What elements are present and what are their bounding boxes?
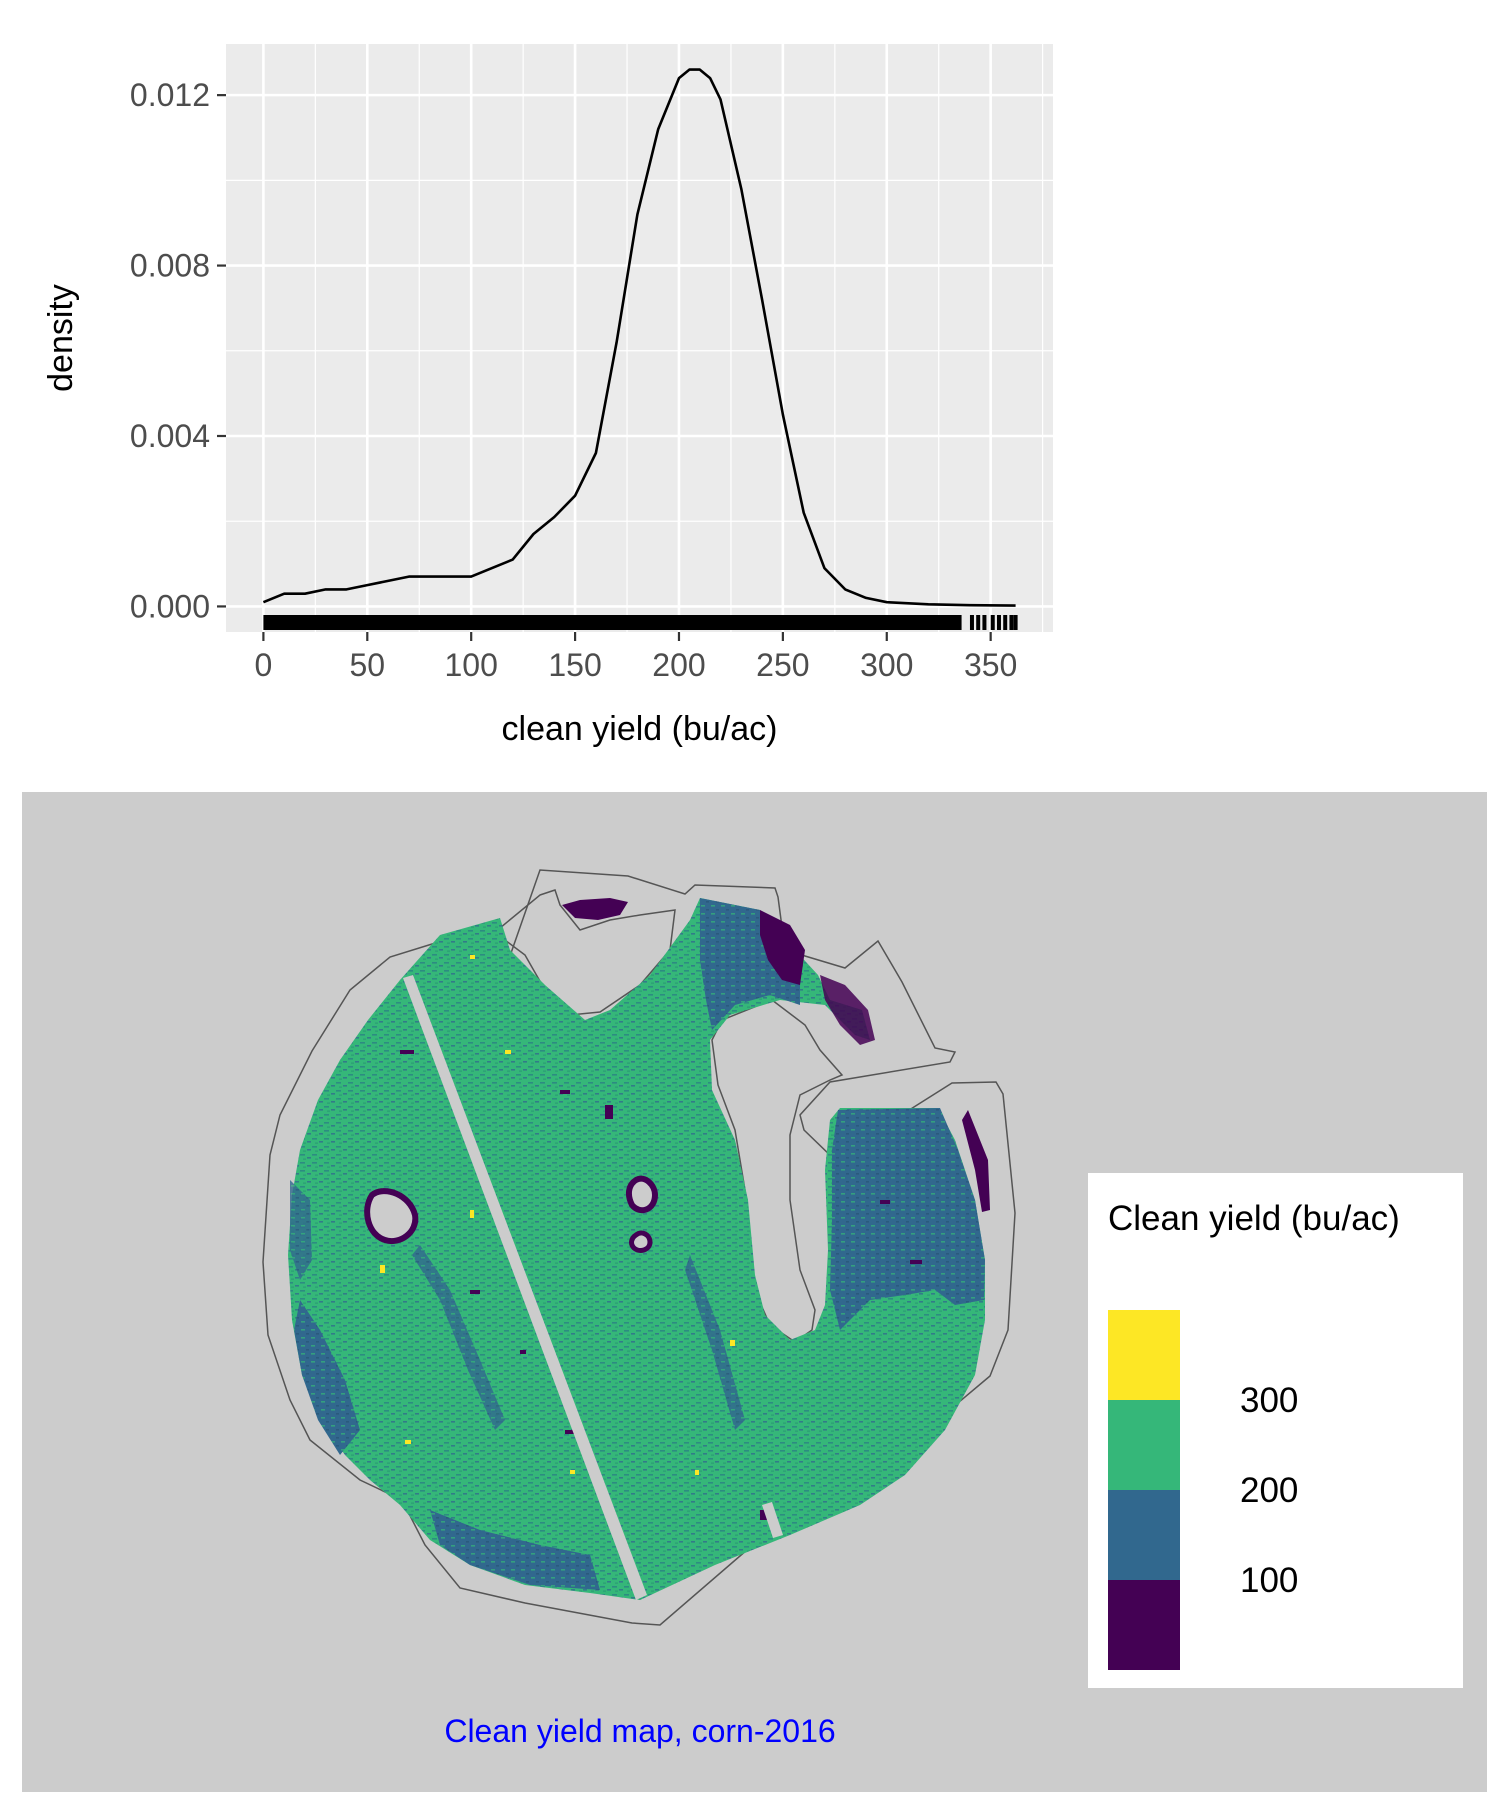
legend-key bbox=[1108, 1400, 1180, 1490]
y-tick-label: 0.004 bbox=[130, 418, 210, 454]
x-tick-label: 350 bbox=[964, 647, 1017, 683]
legend-key bbox=[1108, 1310, 1180, 1400]
density-plot: 0 50 100 150 200 250 300 350 0.000 0.004 0.008 0.01… bbox=[42, 44, 1053, 748]
y-tick-label: 0.008 bbox=[130, 248, 210, 284]
map-caption: Clean yield map, corn-2016 bbox=[444, 1713, 835, 1749]
x-tick-label: 0 bbox=[255, 647, 273, 683]
legend-label: 200 bbox=[1240, 1471, 1298, 1510]
rug-marks bbox=[263, 615, 962, 630]
rug-mark bbox=[1003, 615, 1008, 630]
rug-mark bbox=[996, 615, 1001, 630]
legend-title: Clean yield (bu/ac) bbox=[1108, 1199, 1400, 1238]
legend: Clean yield (bu/ac) 300 200 100 bbox=[1088, 1173, 1463, 1688]
x-tick-label: 300 bbox=[860, 647, 913, 683]
y-tick-label: 0.000 bbox=[130, 588, 210, 624]
legend-key bbox=[1108, 1490, 1180, 1580]
removed-patch bbox=[762, 1502, 783, 1538]
x-tick-label: 200 bbox=[652, 647, 705, 683]
y-tick-label: 0.012 bbox=[130, 77, 210, 113]
rug-mark bbox=[1009, 615, 1014, 630]
density-line bbox=[262, 68, 1016, 607]
plot-panel bbox=[226, 44, 1053, 632]
yield-raster bbox=[288, 898, 990, 1600]
rug-mark bbox=[969, 615, 974, 630]
legend-label: 300 bbox=[1240, 1381, 1298, 1420]
yield-speckles bbox=[380, 955, 922, 1520]
legend-key bbox=[1108, 1580, 1180, 1670]
legend-label: 100 bbox=[1240, 1561, 1298, 1600]
yield-map-panel: Clean yield (bu/ac) 300 200 100 Clean yiel… bbox=[22, 792, 1487, 1792]
x-tick-label: 50 bbox=[349, 647, 385, 683]
inlet-boundary bbox=[711, 999, 844, 1343]
y-axis-title: density bbox=[42, 284, 80, 392]
rug-mark bbox=[990, 615, 995, 630]
field-boundary bbox=[262, 869, 1016, 1626]
x-tick-label: 150 bbox=[548, 647, 601, 683]
x-tick-label: 100 bbox=[444, 647, 497, 683]
legend-keys: 300 200 100 bbox=[1108, 1310, 1298, 1670]
removed-strip bbox=[403, 975, 647, 1600]
x-tick-label: 250 bbox=[756, 647, 809, 683]
rug-mark bbox=[976, 615, 981, 630]
rug-mark bbox=[982, 615, 987, 630]
rug-mark bbox=[1013, 615, 1018, 630]
x-axis-title: clean yield (bu/ac) bbox=[502, 710, 778, 748]
top-notch-boundary bbox=[499, 889, 676, 1016]
